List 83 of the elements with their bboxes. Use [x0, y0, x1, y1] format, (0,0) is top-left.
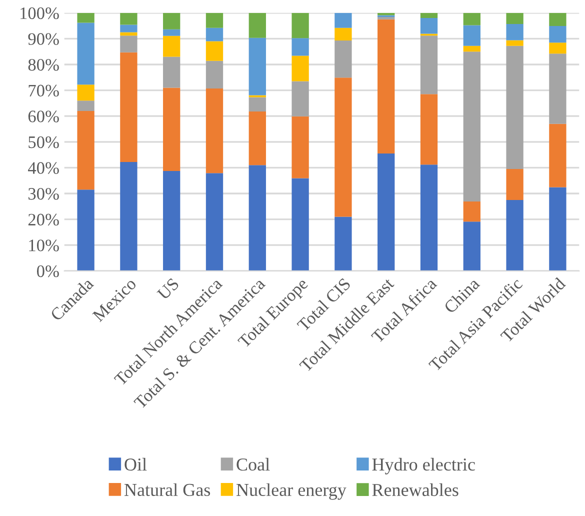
bar	[463, 46, 480, 52]
bar	[549, 124, 566, 188]
x-tick-label: US	[156, 278, 180, 301]
bar	[463, 222, 480, 271]
bar	[248, 12, 266, 38]
bar	[463, 202, 480, 222]
bar	[463, 12, 480, 26]
bar	[378, 19, 395, 154]
bar	[77, 84, 94, 101]
bar	[248, 111, 266, 166]
bar	[463, 25, 480, 46]
y-tick-label: 50%	[28, 136, 59, 148]
bar	[206, 60, 224, 88]
bar	[120, 24, 138, 32]
bar	[206, 12, 224, 28]
bar	[292, 178, 309, 271]
bar	[120, 12, 138, 25]
bar	[506, 46, 524, 169]
bar	[506, 40, 524, 46]
legend-label: Renewables	[372, 483, 458, 496]
bar	[163, 12, 180, 30]
legend-label: Hydro electric	[372, 458, 475, 474]
bar	[420, 18, 438, 34]
bar	[378, 154, 395, 271]
bar	[248, 38, 266, 96]
bar	[206, 173, 224, 271]
y-tick-label: 100%	[20, 7, 59, 20]
bar	[120, 36, 138, 52]
bar	[163, 56, 180, 88]
legend-label: Oil	[124, 458, 147, 471]
bar	[506, 24, 524, 40]
bar	[334, 78, 352, 217]
bar	[163, 171, 180, 271]
bar	[77, 110, 94, 190]
bar	[334, 40, 352, 78]
bar	[506, 12, 524, 24]
bar	[120, 32, 138, 36]
bar	[77, 100, 94, 111]
bar	[463, 52, 480, 202]
bar	[292, 81, 309, 116]
y-tick-label: 10%	[29, 240, 59, 252]
legend-label: Natural Gas	[124, 483, 210, 496]
y-tick-label: 20%	[28, 214, 59, 226]
bar	[248, 97, 266, 112]
bar	[549, 187, 566, 271]
bar	[420, 36, 438, 94]
bar	[206, 41, 224, 61]
y-tick-label: 80%	[28, 58, 59, 71]
bar	[292, 12, 309, 38]
bar	[506, 168, 524, 200]
legend-label: Nuclear energy	[236, 483, 346, 500]
bar	[120, 162, 138, 271]
bar	[549, 54, 566, 124]
bar	[292, 116, 309, 178]
y-tick-label: 70%	[28, 84, 59, 97]
bar	[334, 28, 352, 41]
bar	[420, 94, 438, 165]
bar	[77, 12, 94, 23]
bar	[420, 164, 438, 271]
bar	[206, 88, 224, 174]
bar	[163, 36, 180, 57]
bar	[248, 165, 266, 271]
y-tick-label: 90%	[28, 33, 59, 45]
y-tick-label: 0%	[37, 265, 59, 278]
bar	[206, 28, 224, 42]
bar	[334, 12, 352, 28]
bar	[163, 88, 180, 172]
bar	[506, 200, 524, 271]
bar	[292, 56, 309, 82]
y-tick-label: 40%	[28, 162, 59, 174]
y-tick-label: 60%	[28, 110, 59, 122]
y-tick-label: 30%	[28, 188, 59, 200]
bar	[420, 12, 438, 18]
bar	[549, 12, 566, 26]
bar	[549, 26, 566, 43]
bar	[549, 42, 566, 54]
bar	[77, 22, 94, 85]
bar	[163, 29, 180, 36]
bar	[77, 190, 94, 271]
bar	[120, 52, 138, 162]
legend-label: Coal	[236, 458, 270, 471]
bar	[334, 216, 352, 271]
bar	[292, 38, 309, 56]
